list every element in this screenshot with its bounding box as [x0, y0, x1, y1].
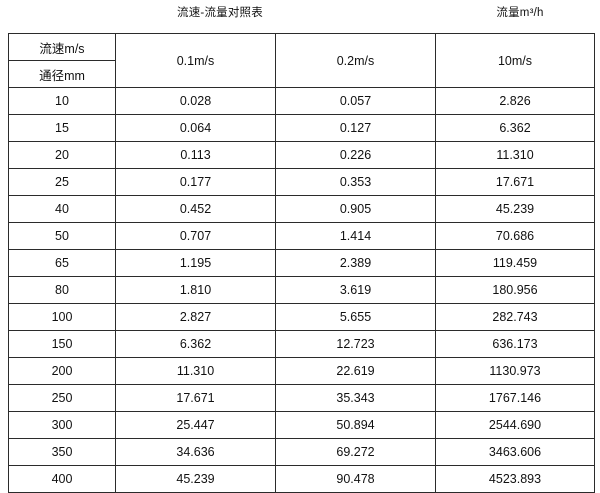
cell-flow-value: 0.226 [275, 141, 436, 169]
cell-flow-value: 6.362 [435, 114, 595, 142]
cell-diameter: 250 [8, 384, 116, 412]
table-row: 250 17.671 35.343 1767.146 [8, 384, 595, 412]
cell-flow-value: 1.195 [115, 249, 276, 277]
cell-flow-value: 5.655 [275, 303, 436, 331]
cell-flow-value: 4523.893 [435, 465, 595, 493]
cell-flow-value: 2.827 [115, 303, 276, 331]
flow-velocity-table-wrapper: 流速m/s 0.1m/s 0.2m/s 10m/s 通径mm 10 0.028 0.… [8, 33, 595, 493]
table-row: 200 11.310 22.619 1130.973 [8, 357, 595, 385]
flow-unit-title: 流量m³/h [496, 7, 544, 19]
cell-diameter: 10 [8, 87, 116, 115]
cell-flow-value: 50.894 [275, 411, 436, 439]
header-column-1: 0.2m/s [275, 33, 436, 88]
cell-flow-value: 0.353 [275, 168, 436, 196]
cell-flow-value: 636.173 [435, 330, 595, 358]
cell-flow-value: 2.389 [275, 249, 436, 277]
table-body: 流速m/s 0.1m/s 0.2m/s 10m/s 通径mm 10 0.028 0.… [8, 33, 595, 493]
cell-diameter: 65 [8, 249, 116, 277]
cell-diameter: 300 [8, 411, 116, 439]
cell-flow-value: 11.310 [115, 357, 276, 385]
table-header-row-top: 流速m/s 0.1m/s 0.2m/s 10m/s [8, 33, 595, 88]
header-diameter-label: 通径mm [8, 60, 116, 88]
cell-flow-value: 69.272 [275, 438, 436, 466]
table-row: 10 0.028 0.057 2.826 [8, 87, 595, 115]
cell-flow-value: 25.447 [115, 411, 276, 439]
cell-flow-value: 17.671 [435, 168, 595, 196]
cell-flow-value: 282.743 [435, 303, 595, 331]
header-velocity-label: 流速m/s [8, 33, 116, 61]
header-column-0: 0.1m/s [115, 33, 276, 88]
caption-strip: 流速-流量对照表 流量m³/h [0, 0, 600, 32]
cell-flow-value: 0.707 [115, 222, 276, 250]
cell-flow-value: 12.723 [275, 330, 436, 358]
cell-flow-value: 11.310 [435, 141, 595, 169]
cell-flow-value: 0.064 [115, 114, 276, 142]
cell-flow-value: 1.810 [115, 276, 276, 304]
table-title: 流速-流量对照表 [177, 7, 263, 19]
header-column-2: 10m/s [435, 33, 595, 88]
cell-flow-value: 1.414 [275, 222, 436, 250]
cell-diameter: 80 [8, 276, 116, 304]
cell-diameter: 25 [8, 168, 116, 196]
cell-flow-value: 180.956 [435, 276, 595, 304]
cell-flow-value: 22.619 [275, 357, 436, 385]
cell-flow-value: 3463.606 [435, 438, 595, 466]
cell-diameter: 350 [8, 438, 116, 466]
cell-flow-value: 2.826 [435, 87, 595, 115]
cell-flow-value: 0.905 [275, 195, 436, 223]
cell-diameter: 150 [8, 330, 116, 358]
cell-diameter: 20 [8, 141, 116, 169]
cell-flow-value: 0.177 [115, 168, 276, 196]
cell-flow-value: 0.028 [115, 87, 276, 115]
table-row: 350 34.636 69.272 3463.606 [8, 438, 595, 466]
cell-flow-value: 0.127 [275, 114, 436, 142]
table-header-row-bottom: 通径mm [8, 60, 595, 88]
flow-velocity-table: 流速m/s 0.1m/s 0.2m/s 10m/s 通径mm 10 0.028 0.… [8, 33, 595, 493]
cell-flow-value: 1130.973 [435, 357, 595, 385]
table-row: 40 0.452 0.905 45.239 [8, 195, 595, 223]
table-row: 50 0.707 1.414 70.686 [8, 222, 595, 250]
cell-flow-value: 2544.690 [435, 411, 595, 439]
cell-flow-value: 0.057 [275, 87, 436, 115]
cell-flow-value: 90.478 [275, 465, 436, 493]
cell-flow-value: 34.636 [115, 438, 276, 466]
cell-flow-value: 70.686 [435, 222, 595, 250]
table-row: 300 25.447 50.894 2544.690 [8, 411, 595, 439]
table-row: 80 1.810 3.619 180.956 [8, 276, 595, 304]
cell-diameter: 200 [8, 357, 116, 385]
table-row: 25 0.177 0.353 17.671 [8, 168, 595, 196]
cell-flow-value: 1767.146 [435, 384, 595, 412]
cell-diameter: 40 [8, 195, 116, 223]
cell-diameter: 100 [8, 303, 116, 331]
cell-flow-value: 17.671 [115, 384, 276, 412]
cell-flow-value: 45.239 [115, 465, 276, 493]
cell-flow-value: 6.362 [115, 330, 276, 358]
table-row: 20 0.113 0.226 11.310 [8, 141, 595, 169]
cell-diameter: 15 [8, 114, 116, 142]
table-row: 100 2.827 5.655 282.743 [8, 303, 595, 331]
cell-diameter: 50 [8, 222, 116, 250]
table-row: 15 0.064 0.127 6.362 [8, 114, 595, 142]
cell-flow-value: 119.459 [435, 249, 595, 277]
table-row: 150 6.362 12.723 636.173 [8, 330, 595, 358]
cell-flow-value: 0.452 [115, 195, 276, 223]
cell-flow-value: 35.343 [275, 384, 436, 412]
cell-diameter: 400 [8, 465, 116, 493]
cell-flow-value: 0.113 [115, 141, 276, 169]
table-row: 65 1.195 2.389 119.459 [8, 249, 595, 277]
cell-flow-value: 3.619 [275, 276, 436, 304]
table-row: 400 45.239 90.478 4523.893 [8, 465, 595, 493]
cell-flow-value: 45.239 [435, 195, 595, 223]
